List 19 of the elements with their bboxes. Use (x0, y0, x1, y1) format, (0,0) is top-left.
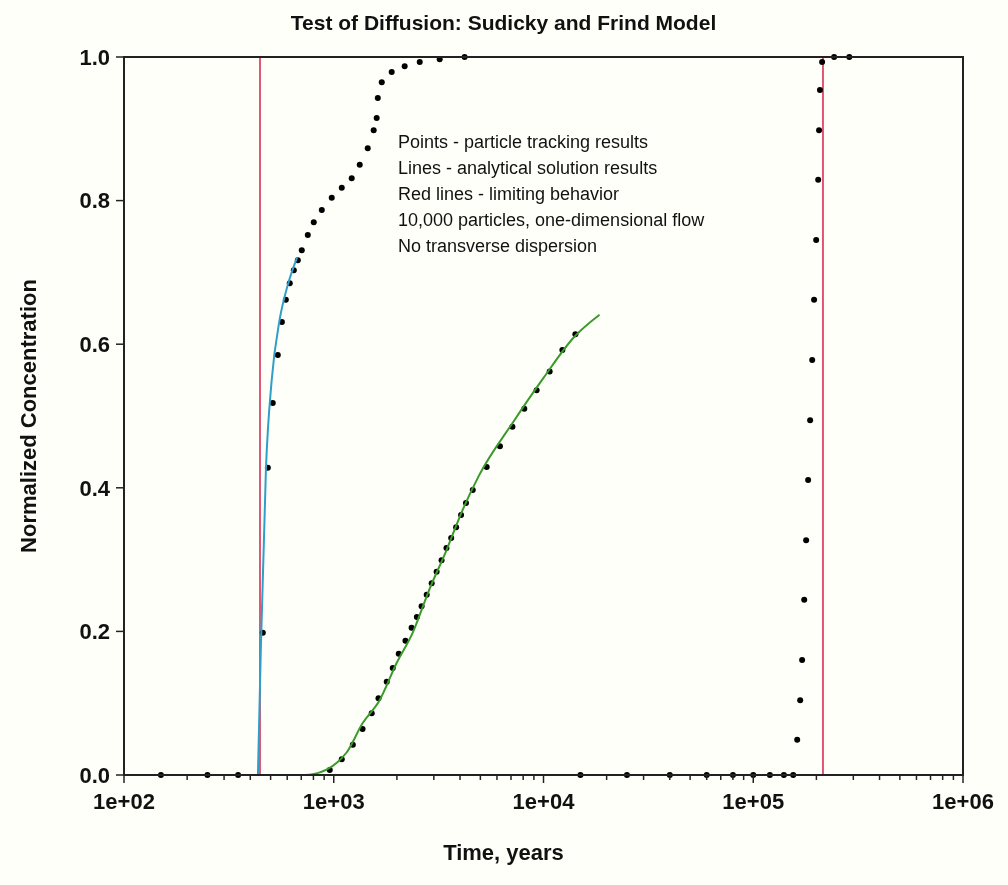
y-tick-label: 0.2 (79, 619, 110, 645)
y-tick-label: 0.6 (79, 331, 110, 357)
y-tick-label: 0.8 (79, 188, 110, 214)
y-tick-label: 0.0 (79, 762, 110, 788)
chart-title: Test of Diffusion: Sudicky and Frind Model (290, 11, 717, 34)
annotation: 10,000 particles, one-dimensional flow (398, 210, 706, 230)
annotation: No transverse dispersion (398, 236, 598, 256)
y-axis-title: Normalized Concentration (16, 279, 41, 553)
x-tick-label: 1e+03 (302, 789, 365, 814)
x-axis-title: Time, years (443, 840, 564, 865)
annotation: Lines - analytical solution results (398, 158, 658, 178)
y-tick-label: 0.4 (79, 475, 111, 501)
x-tick-label: 1e+05 (722, 789, 785, 814)
annotation: Points - particle tracking results (398, 132, 649, 152)
y-tick-label: 1.0 (79, 44, 110, 70)
x-tick-label: 1e+06 (932, 789, 994, 814)
annotation: Red lines - limiting behavior (398, 184, 620, 204)
x-tick-label: 1e+04 (512, 789, 576, 814)
x-tick-label: 1e+02 (93, 789, 155, 814)
